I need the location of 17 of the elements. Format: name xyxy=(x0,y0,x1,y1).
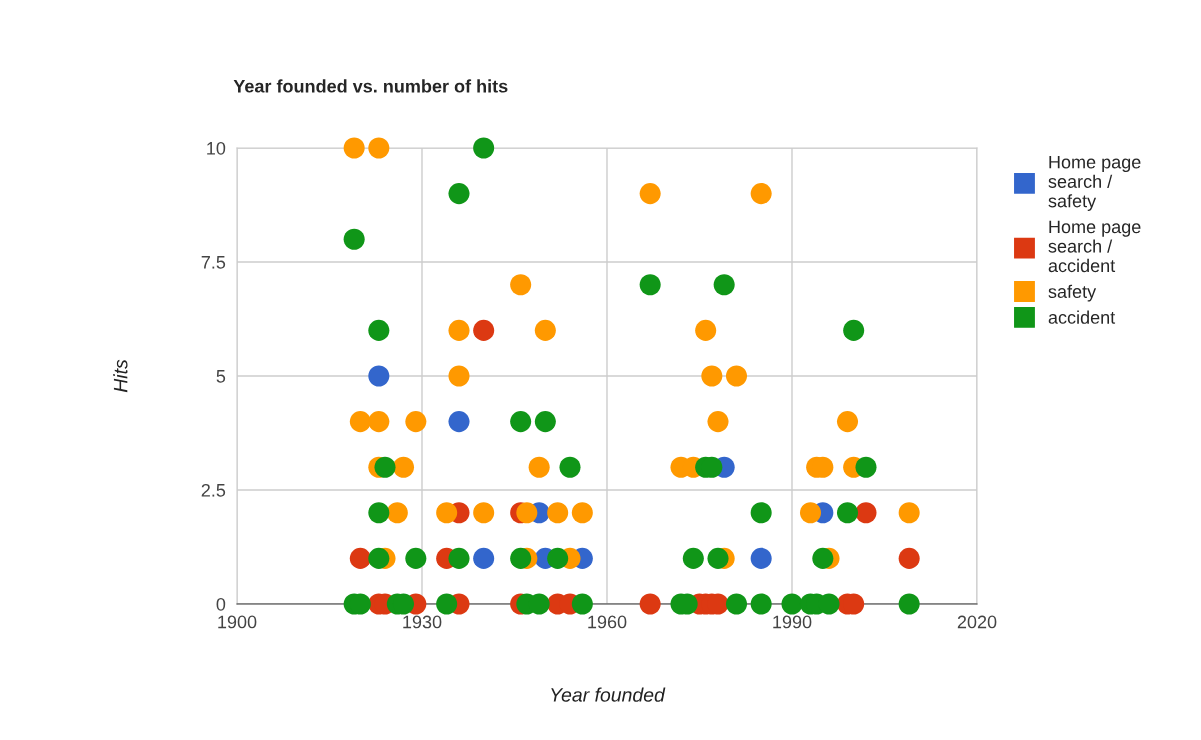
x-tick-label: 1960 xyxy=(588,615,627,629)
y-tick-label: 5 xyxy=(216,370,226,383)
legend-label: Home page search / accident xyxy=(1048,220,1141,273)
x-tick-label: 1930 xyxy=(403,615,442,629)
y-axis-title: Hits xyxy=(113,359,128,393)
y-tick-label: 7.5 xyxy=(201,256,226,269)
x-tick-label: 2020 xyxy=(957,615,997,629)
chart-title: Year founded vs. number of hits xyxy=(233,79,508,93)
y-tick-label: 2.5 xyxy=(201,483,226,497)
legend-label: Home page search / safety xyxy=(1048,155,1141,211)
y-tick-label: 0 xyxy=(216,597,226,611)
y-tick-label: 10 xyxy=(207,141,226,155)
x-tick-label: 1900 xyxy=(218,615,257,629)
x-axis-title: Year founded xyxy=(551,687,666,702)
legend-label: safety xyxy=(1048,284,1097,302)
x-tick-label: 1990 xyxy=(773,615,812,629)
legend-label: accident xyxy=(1048,310,1116,324)
